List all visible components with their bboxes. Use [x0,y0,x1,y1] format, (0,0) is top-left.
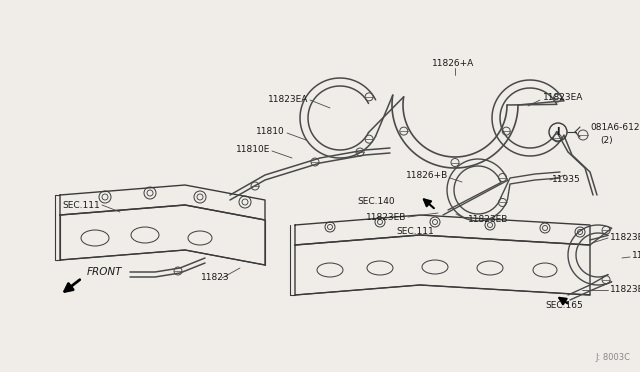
Text: SEC.140: SEC.140 [357,198,395,206]
Text: 11935: 11935 [552,176,580,185]
Text: 11826+C: 11826+C [632,250,640,260]
Text: J: 8003C: J: 8003C [595,353,630,362]
Text: 11823EB: 11823EB [365,214,406,222]
Text: 081A6-6121A: 081A6-6121A [590,124,640,132]
Text: SEC.111: SEC.111 [62,201,100,209]
Text: 11823E: 11823E [610,285,640,295]
Text: FRONT: FRONT [87,267,122,277]
Text: 11810E: 11810E [236,145,270,154]
Text: 11823: 11823 [201,273,229,282]
Text: 11823EA: 11823EA [543,93,584,103]
Text: I: I [556,127,560,137]
Text: SEC.111: SEC.111 [396,228,434,237]
Text: 11826+A: 11826+A [432,59,474,68]
Text: SEC.165: SEC.165 [545,301,583,310]
Text: 11823E: 11823E [610,234,640,243]
Text: 11826+B: 11826+B [406,171,448,180]
Text: 11823EB: 11823EB [468,215,508,224]
Text: 11823EA: 11823EA [268,96,308,105]
Text: (2): (2) [600,135,612,144]
Text: 11810: 11810 [256,128,285,137]
